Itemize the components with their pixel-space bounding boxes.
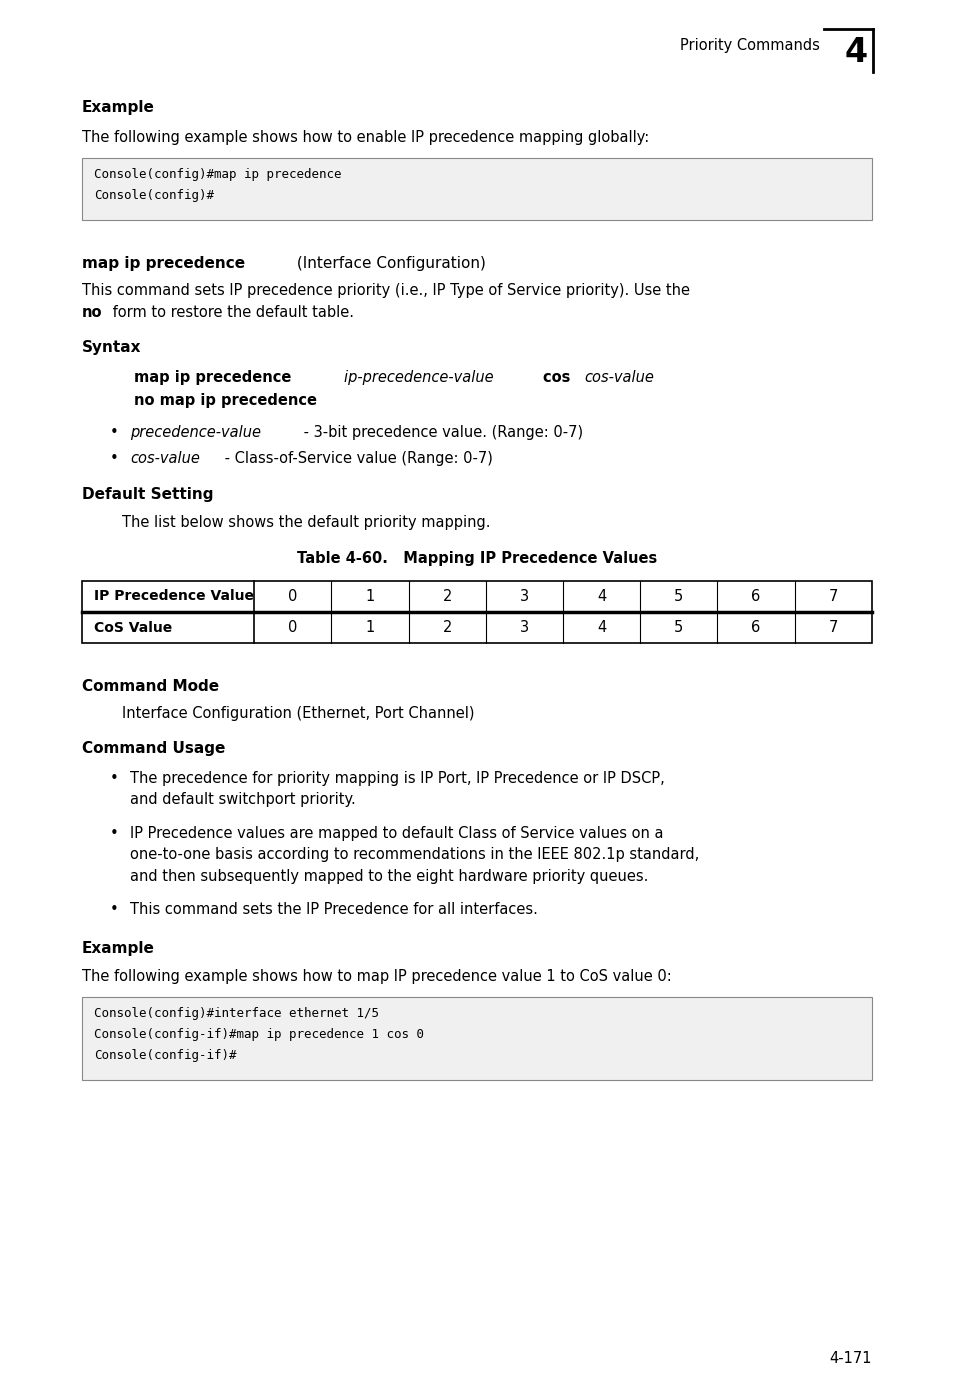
Text: and default switchport priority.: and default switchport priority. (130, 793, 355, 808)
Text: cos-value: cos-value (130, 451, 200, 466)
Text: Example: Example (82, 941, 154, 956)
Text: Console(config)#map ip precedence: Console(config)#map ip precedence (94, 168, 341, 180)
Text: 6: 6 (751, 589, 760, 604)
Text: 3: 3 (519, 589, 528, 604)
Text: 7: 7 (828, 589, 837, 604)
Text: •: • (110, 425, 118, 440)
Text: one-to-one basis according to recommendations in the IEEE 802.1p standard,: one-to-one basis according to recommenda… (130, 848, 699, 862)
Text: Default Setting: Default Setting (82, 487, 213, 502)
Text: Table 4-60.   Mapping IP Precedence Values: Table 4-60. Mapping IP Precedence Values (296, 551, 657, 566)
Text: 5: 5 (674, 620, 682, 634)
Text: 4: 4 (597, 620, 605, 634)
Text: This command sets the IP Precedence for all interfaces.: This command sets the IP Precedence for … (130, 902, 537, 917)
Text: CoS Value: CoS Value (94, 620, 172, 634)
Text: 2: 2 (442, 589, 452, 604)
Text: Syntax: Syntax (82, 340, 141, 355)
Text: Interface Configuration (Ethernet, Port Channel): Interface Configuration (Ethernet, Port … (122, 706, 474, 720)
Text: Command Usage: Command Usage (82, 741, 225, 756)
Text: 0: 0 (288, 589, 297, 604)
Text: ip-precedence-value: ip-precedence-value (343, 371, 497, 384)
Text: map ip precedence: map ip precedence (133, 371, 296, 384)
Text: 3: 3 (519, 620, 528, 634)
FancyBboxPatch shape (82, 997, 871, 1080)
Text: The following example shows how to enable IP precedence mapping globally:: The following example shows how to enabl… (82, 130, 649, 144)
Text: Console(config-if)#map ip precedence 1 cos 0: Console(config-if)#map ip precedence 1 c… (94, 1029, 423, 1041)
Text: •: • (110, 902, 118, 917)
Bar (82, 582, 871, 643)
Text: no: no (82, 305, 102, 321)
Text: cos: cos (542, 371, 575, 384)
Text: IP Precedence values are mapped to default Class of Service values on a: IP Precedence values are mapped to defau… (130, 826, 662, 841)
Text: 0: 0 (288, 620, 297, 634)
Text: •: • (110, 770, 118, 786)
Text: The following example shows how to map IP precedence value 1 to CoS value 0:: The following example shows how to map I… (82, 969, 671, 984)
Text: 2: 2 (442, 620, 452, 634)
Text: no map ip precedence: no map ip precedence (133, 393, 316, 408)
Text: form to restore the default table.: form to restore the default table. (109, 305, 355, 321)
Text: Command Mode: Command Mode (82, 679, 219, 694)
Text: Console(config)#interface ethernet 1/5: Console(config)#interface ethernet 1/5 (94, 1008, 378, 1020)
Text: This command sets IP precedence priority (i.e., IP Type of Service priority). Us: This command sets IP precedence priority… (82, 283, 689, 298)
Text: 1: 1 (365, 620, 375, 634)
Text: 7: 7 (828, 620, 837, 634)
Text: 4: 4 (844, 36, 867, 69)
Text: Console(config)#: Console(config)# (94, 189, 213, 203)
Text: 6: 6 (751, 620, 760, 634)
Text: - Class-of-Service value (Range: 0-7): - Class-of-Service value (Range: 0-7) (220, 451, 493, 466)
Text: •: • (110, 826, 118, 841)
Text: Priority Commands: Priority Commands (679, 37, 820, 53)
Text: precedence-value: precedence-value (130, 425, 261, 440)
Text: 5: 5 (674, 589, 682, 604)
Text: The precedence for priority mapping is IP Port, IP Precedence or IP DSCP,: The precedence for priority mapping is I… (130, 770, 664, 786)
Text: 4: 4 (597, 589, 605, 604)
Text: (Interface Configuration): (Interface Configuration) (293, 255, 486, 271)
Text: Console(config-if)#: Console(config-if)# (94, 1049, 236, 1062)
Text: The list below shows the default priority mapping.: The list below shows the default priorit… (122, 515, 490, 530)
Text: cos-value: cos-value (584, 371, 654, 384)
Text: 4-171: 4-171 (828, 1351, 871, 1366)
Text: map ip precedence: map ip precedence (82, 255, 245, 271)
Text: - 3-bit precedence value. (Range: 0-7): - 3-bit precedence value. (Range: 0-7) (298, 425, 582, 440)
FancyBboxPatch shape (82, 158, 871, 221)
Text: Example: Example (82, 100, 154, 115)
Text: •: • (110, 451, 118, 466)
Text: and then subsequently mapped to the eight hardware priority queues.: and then subsequently mapped to the eigh… (130, 869, 648, 884)
Text: IP Precedence Value: IP Precedence Value (94, 590, 253, 604)
Text: 1: 1 (365, 589, 375, 604)
